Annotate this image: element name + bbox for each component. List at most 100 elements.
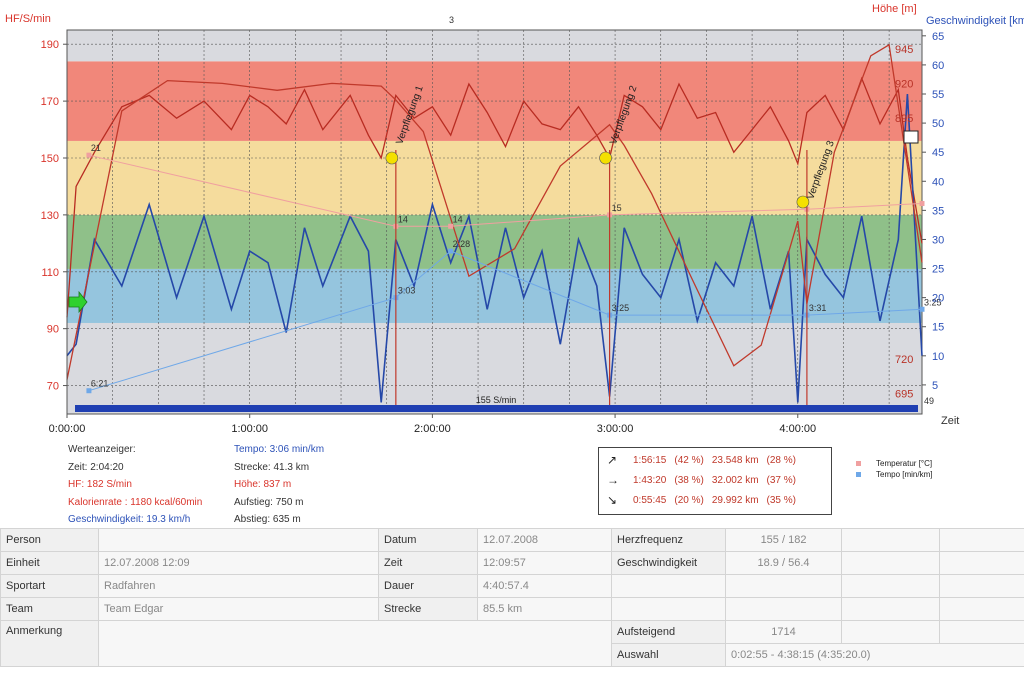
left-axis-title: HF/S/min <box>5 13 51 25</box>
speed-tick-label: 55 <box>932 89 944 101</box>
speed-tick-label: 10 <box>932 351 944 363</box>
person-value[interactable] <box>98 528 379 552</box>
height-tick-label: 695 <box>895 388 913 400</box>
legend-item-temperature[interactable]: Temperatur [°C] <box>846 458 932 469</box>
data-label: 3:25 <box>924 297 942 307</box>
value-pace: Tempo: 3:06 min/km <box>234 444 325 455</box>
height-axis-title: Höhe [m] <box>872 3 917 15</box>
zeit-value[interactable]: 12:09:57 <box>477 551 612 575</box>
hr-zone-band <box>67 214 922 269</box>
series-point <box>919 306 925 312</box>
speed-tick-label: 45 <box>932 147 944 159</box>
empty-cell <box>841 551 940 575</box>
data-label: 3:25 <box>612 303 630 313</box>
food-marker-icon <box>599 151 612 165</box>
auswahl-label: Auswahl <box>611 643 726 667</box>
speed-tick-label: 60 <box>932 60 944 72</box>
empty-cell <box>841 597 940 621</box>
x-tick-label: 3:00:00 <box>597 423 634 435</box>
data-label: 3 <box>449 15 454 25</box>
start-arrow-icon <box>68 290 88 314</box>
height-tick-label: 920 <box>895 78 913 90</box>
datum-value[interactable]: 12.07.2008 <box>477 528 612 552</box>
einheit-value[interactable]: 12.07.2008 12:09 <box>98 551 379 575</box>
empty-cell <box>841 620 940 644</box>
speed-value[interactable]: 18.9 / 56.4 <box>725 551 842 575</box>
x-tick-label: 0:00:00 <box>49 423 86 435</box>
series-point <box>448 248 454 254</box>
data-label: 14 <box>453 214 463 224</box>
series-line-temperature <box>88 154 923 227</box>
team-label: Team <box>0 597 99 621</box>
data-label: 21 <box>91 143 101 153</box>
value-distance: Strecke: 41.3 km <box>234 461 310 473</box>
stats-time-pct: (42 %) <box>674 454 704 466</box>
stats-distance: 29.992 km <box>711 494 759 506</box>
data-label: 2:28 <box>453 239 471 249</box>
strecke-value[interactable]: 85.5 km <box>477 597 612 621</box>
hf-label: Herzfrequenz <box>611 528 726 552</box>
table-row: Anmerkung Aufsteigend 1714 <box>0 620 1024 667</box>
speed-tick-label: 40 <box>932 176 944 188</box>
threshold-bar <box>75 405 918 412</box>
anmerkung-value[interactable] <box>98 620 612 667</box>
speed-label: Geschwindigkeit <box>611 551 726 575</box>
aufsteigend-label: Aufsteigend <box>611 620 726 644</box>
stats-row-downhill: ↘ 0:55:45 (20 %) 29.992 km (35 %) <box>603 490 800 510</box>
empty-cell <box>841 574 940 598</box>
sport-value[interactable]: Radfahren <box>98 574 379 598</box>
hr-zone-band <box>67 140 922 215</box>
stats-distance: 23.548 km <box>711 454 759 466</box>
dauer-value[interactable]: 4:40:57.4 <box>477 574 612 598</box>
stats-time-pct: (20 %) <box>674 494 704 506</box>
x-tick-label: 1:00:00 <box>231 423 268 435</box>
empty-cell <box>725 597 842 621</box>
height-tick-label: 945 <box>895 44 913 56</box>
data-label: 3:31 <box>809 303 827 313</box>
value-hf: HF: 182 S/min <box>68 479 132 490</box>
sport-label: Sportart <box>0 574 99 598</box>
data-label: 15 <box>612 203 622 213</box>
speed-tick-label: 65 <box>932 31 944 43</box>
table-row: Team Team Edgar Strecke 85.5 km <box>0 597 1024 621</box>
data-label: 49 <box>924 396 934 406</box>
team-value[interactable]: Team Edgar <box>98 597 379 621</box>
series-line-speed <box>66 93 923 403</box>
arrow-down-icon: ↘ <box>607 493 618 507</box>
table-row: Sportart Radfahren Dauer 4:40:57.4 <box>0 574 1024 598</box>
arrow-up-icon: ↗ <box>607 453 618 467</box>
series-point <box>919 201 925 207</box>
empty-cell <box>939 574 1024 598</box>
height-tick-label: 895 <box>895 113 913 125</box>
datum-label: Datum <box>378 528 478 552</box>
series-line-left <box>66 76 923 318</box>
speed-tick-label: 5 <box>932 380 938 392</box>
stats-distance: 32.002 km <box>711 474 759 486</box>
finish-flag-icon <box>903 130 919 144</box>
threshold-label: 155 S/min <box>476 395 517 405</box>
speed-tick-label: 20 <box>932 293 944 305</box>
stats-distance-pct: (28 %) <box>766 454 796 466</box>
value-time: Zeit: 2:04:20 <box>68 461 124 473</box>
left-tick-label: 90 <box>47 324 59 336</box>
slope-stats-box: ↗ 1:56:15 (42 %) 23.548 km (28 %) → 1:43… <box>598 447 832 515</box>
stats-time: 1:56:15 <box>633 454 667 466</box>
food-marker-icon <box>385 151 399 165</box>
speed-tick-label: 50 <box>932 118 944 130</box>
value-display-heading: Werteanzeiger: <box>68 444 136 455</box>
speed-axis-title: Geschwindigkeit [km/h] <box>926 15 1024 27</box>
hf-value[interactable]: 155 / 182 <box>725 528 842 552</box>
food-marker-icon <box>796 195 810 209</box>
aufsteigend-value[interactable]: 1714 <box>725 620 842 644</box>
stats-time: 1:43:20 <box>633 474 667 486</box>
arrow-right-icon: → <box>607 473 619 487</box>
einheit-label: Einheit <box>0 551 99 575</box>
x-tick-label: 4:00:00 <box>779 423 816 435</box>
table-row: Person Datum 12.07.2008 Herzfrequenz 155… <box>0 528 1024 552</box>
legend-item-pace[interactable]: Tempo [min/km] <box>846 469 932 480</box>
auswahl-value[interactable]: 0:02:55 - 4:38:15 (4:35:20.0) <box>725 643 1024 667</box>
stats-row-flat: → 1:43:20 (38 %) 32.002 km (37 %) <box>603 470 800 490</box>
value-speed: Geschwindigkeit: 19.3 km/h <box>68 514 191 525</box>
left-tick-label: 110 <box>41 267 59 279</box>
